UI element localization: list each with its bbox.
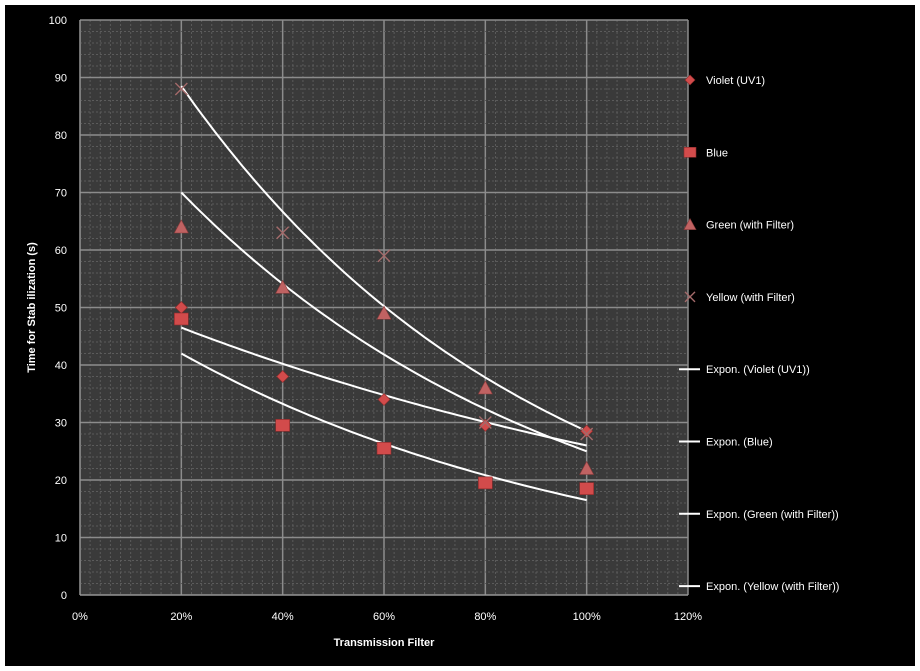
data-point	[478, 418, 492, 432]
x-tick-label: 20%	[170, 611, 192, 623]
trendline	[180, 191, 588, 453]
x-tick-label: 0%	[72, 611, 88, 623]
legend-symbol	[683, 217, 697, 230]
x-tick-label: 100%	[573, 611, 601, 623]
data-point	[376, 305, 392, 320]
legend-symbol	[684, 74, 696, 86]
data-point	[276, 370, 290, 383]
legend-label: Yellow (with Filter)	[706, 292, 795, 304]
data-point	[580, 427, 594, 441]
tick-labels: 0% 20% 40% 60% 80% 100% 120% 0 10 20 30 40 50 60 70 80 9…	[49, 15, 703, 623]
data-point	[477, 380, 493, 395]
data-point	[276, 226, 290, 240]
y-tick-label: 30	[55, 418, 67, 430]
legend-symbol	[684, 291, 696, 303]
y-tick-label: 50	[55, 303, 67, 315]
data-point	[377, 393, 391, 406]
data-point	[579, 482, 594, 495]
legend-label: Violet (UV1)	[706, 75, 765, 87]
data-point	[275, 419, 290, 432]
data-point	[377, 249, 391, 263]
y-tick-label: 60	[55, 245, 67, 257]
y-tick-label: 40	[55, 360, 67, 372]
y-tick-label: 80	[55, 130, 67, 142]
legend-label: Expon. (Violet (UV1))	[706, 364, 810, 376]
legend-symbol	[683, 147, 697, 158]
data-point	[376, 442, 392, 455]
y-axis-label: Time for Stab ilization (s)	[26, 242, 38, 373]
legend-label: Expon. (Blue)	[706, 437, 773, 449]
legend-label: Blue	[706, 147, 728, 159]
data-point	[275, 279, 291, 294]
y-tick-label: 20	[55, 475, 67, 487]
data-point	[174, 82, 188, 96]
data-markers	[173, 82, 595, 495]
x-tick-label: 60%	[373, 611, 395, 623]
legend-label: Expon. (Yellow (with Filter))	[706, 581, 839, 593]
y-tick-label: 100	[49, 15, 67, 27]
x-tick-label: 120%	[674, 611, 702, 623]
y-tick-label: 10	[55, 533, 67, 545]
legend-label: Expon. (Green (with Filter))	[706, 509, 839, 521]
x-tick-label: 40%	[272, 611, 294, 623]
y-tick-label: 0	[61, 590, 67, 602]
x-axis-label: Transmission Filter	[334, 637, 436, 649]
y-tick-label: 70	[55, 188, 67, 200]
legend-label: Green (with Filter)	[706, 220, 794, 232]
data-point	[478, 476, 493, 490]
legend: Violet (UV1) Blue Green (with Filter) Yello…	[679, 74, 839, 593]
x-tick-label: 80%	[474, 611, 496, 623]
data-point	[174, 312, 189, 326]
data-point	[579, 460, 595, 475]
data-point	[173, 219, 189, 234]
data-point	[478, 416, 492, 429]
y-tick-label: 90	[55, 73, 67, 85]
